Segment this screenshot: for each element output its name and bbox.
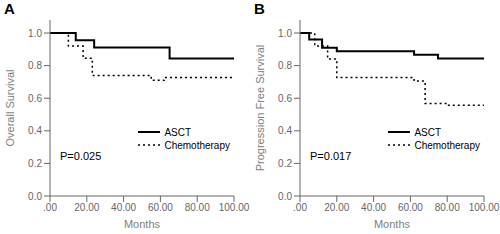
svg-text:60.00: 60.00 bbox=[148, 202, 173, 213]
svg-text:Months: Months bbox=[124, 218, 161, 230]
html-text:Chemotherapy: Chemotherapy bbox=[414, 139, 480, 151]
svg-text:40.00: 40.00 bbox=[111, 202, 136, 213]
svg-text:1.0: 1.0 bbox=[28, 28, 42, 39]
html-text:P=0.017: P=0.017 bbox=[310, 150, 352, 163]
svg-text:0.8: 0.8 bbox=[28, 60, 42, 71]
html-text:ASCT: ASCT bbox=[414, 126, 442, 138]
svg-text:0.6: 0.6 bbox=[28, 93, 42, 104]
svg-text:0.0: 0.0 bbox=[278, 191, 292, 202]
svg-text:0.4: 0.4 bbox=[278, 125, 292, 136]
svg-text:.00: .00 bbox=[293, 202, 307, 213]
svg-text:Progression Free Survival: Progression Free Survival bbox=[254, 45, 266, 172]
html-text:B: B bbox=[254, 0, 265, 17]
svg-text:20.00: 20.00 bbox=[324, 202, 349, 213]
html-text:A: A bbox=[4, 0, 15, 17]
html-text:ASCT: ASCT bbox=[164, 126, 192, 138]
svg-text:.00: .00 bbox=[43, 202, 57, 213]
svg-text:100.00: 100.00 bbox=[469, 202, 492, 213]
svg-text:0.8: 0.8 bbox=[278, 60, 292, 71]
svg-text:0.2: 0.2 bbox=[28, 158, 42, 169]
svg-text:Months: Months bbox=[374, 218, 411, 230]
svg-text:80.00: 80.00 bbox=[435, 202, 460, 213]
svg-text:100.00: 100.00 bbox=[219, 202, 250, 213]
html-text:P=0.025: P=0.025 bbox=[60, 150, 102, 163]
svg-text:0.4: 0.4 bbox=[28, 125, 42, 136]
svg-text:0.0: 0.0 bbox=[28, 191, 42, 202]
html-text:Chemotherapy: Chemotherapy bbox=[164, 139, 230, 151]
svg-text:60.00: 60.00 bbox=[398, 202, 423, 213]
svg-text:80.00: 80.00 bbox=[185, 202, 210, 213]
svg-text:Overall Survival: Overall Survival bbox=[8, 69, 16, 146]
svg-text:20.00: 20.00 bbox=[74, 202, 99, 213]
svg-text:40.00: 40.00 bbox=[361, 202, 386, 213]
svg-text:1.0: 1.0 bbox=[278, 28, 292, 39]
svg-text:0.2: 0.2 bbox=[278, 158, 292, 169]
svg-text:0.6: 0.6 bbox=[278, 93, 292, 104]
